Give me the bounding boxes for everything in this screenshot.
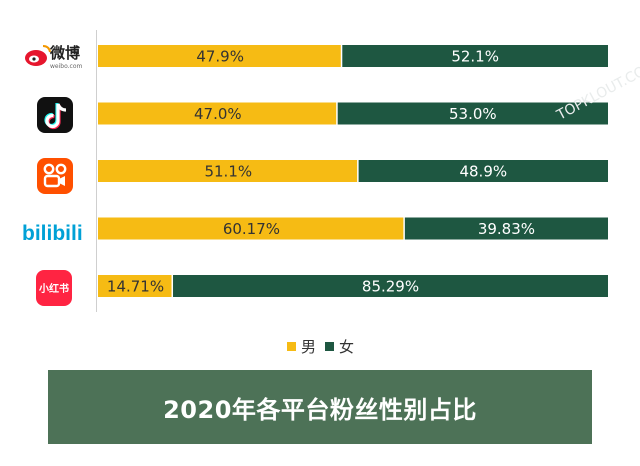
bar-xiaohongshu-female [173,275,608,297]
bar-bilibili-female [404,217,608,240]
chart-title-banner: 2020年各平台粉丝性别占比 [48,370,592,444]
data-label-bilibili-male: 60.17% [223,220,280,238]
data-label-weibo-male: 47.9% [196,48,244,66]
bar-kuaishou-male [98,160,358,182]
data-label-xiaohongshu-male: 14.71% [107,278,164,296]
legend-swatch-male [287,342,296,351]
bar-xiaohongshu-male [98,275,172,297]
legend-swatch-female [325,342,334,351]
bar-bilibili-male [98,217,404,240]
kuaishou-logo-icon [37,158,73,194]
bar-douyin-female [337,102,608,125]
bars-group: 47.9% 52.1% 47.0% 53.0% 51.1% 48.9% 60.17% 39.8… [98,45,608,297]
xiaohongshu-logo-icon: 小红书 [36,270,72,306]
douyin-logo-icon [37,97,73,133]
data-label-kuaishou-male: 51.1% [204,163,252,181]
bilibili-logo-text: bilibili [22,222,83,245]
data-label-kuaishou-female: 48.9% [459,163,507,181]
data-label-xiaohongshu-female: 85.29% [362,278,419,296]
legend: 男 女 [287,338,354,356]
bar-weibo-female [342,45,608,67]
data-label-bilibili-female: 39.83% [478,220,535,238]
weibo-logo-icon: 微博 weibo.com [25,44,83,70]
weibo-logo-text: 微博 [49,44,80,62]
bar-weibo-male [98,45,341,67]
chart-title: 2020年各平台粉丝性别占比 [163,395,477,424]
data-label-weibo-female: 52.1% [451,48,499,66]
legend-label-male: 男 [301,338,316,356]
bar-douyin-male [98,102,337,125]
weibo-logo-sub: weibo.com [50,63,83,70]
bar-kuaishou-female [358,160,608,182]
xiaohongshu-logo-text: 小红书 [38,282,69,295]
legend-label-female: 女 [339,338,354,356]
gender-ratio-chart: 微博 weibo.com bilibili 小红书 47.9% 52.1% 47.0… [22,30,640,356]
data-label-douyin-female: 53.0% [449,105,497,123]
bilibili-logo-icon: bilibili [22,222,83,245]
data-label-douyin-male: 47.0% [194,105,242,123]
